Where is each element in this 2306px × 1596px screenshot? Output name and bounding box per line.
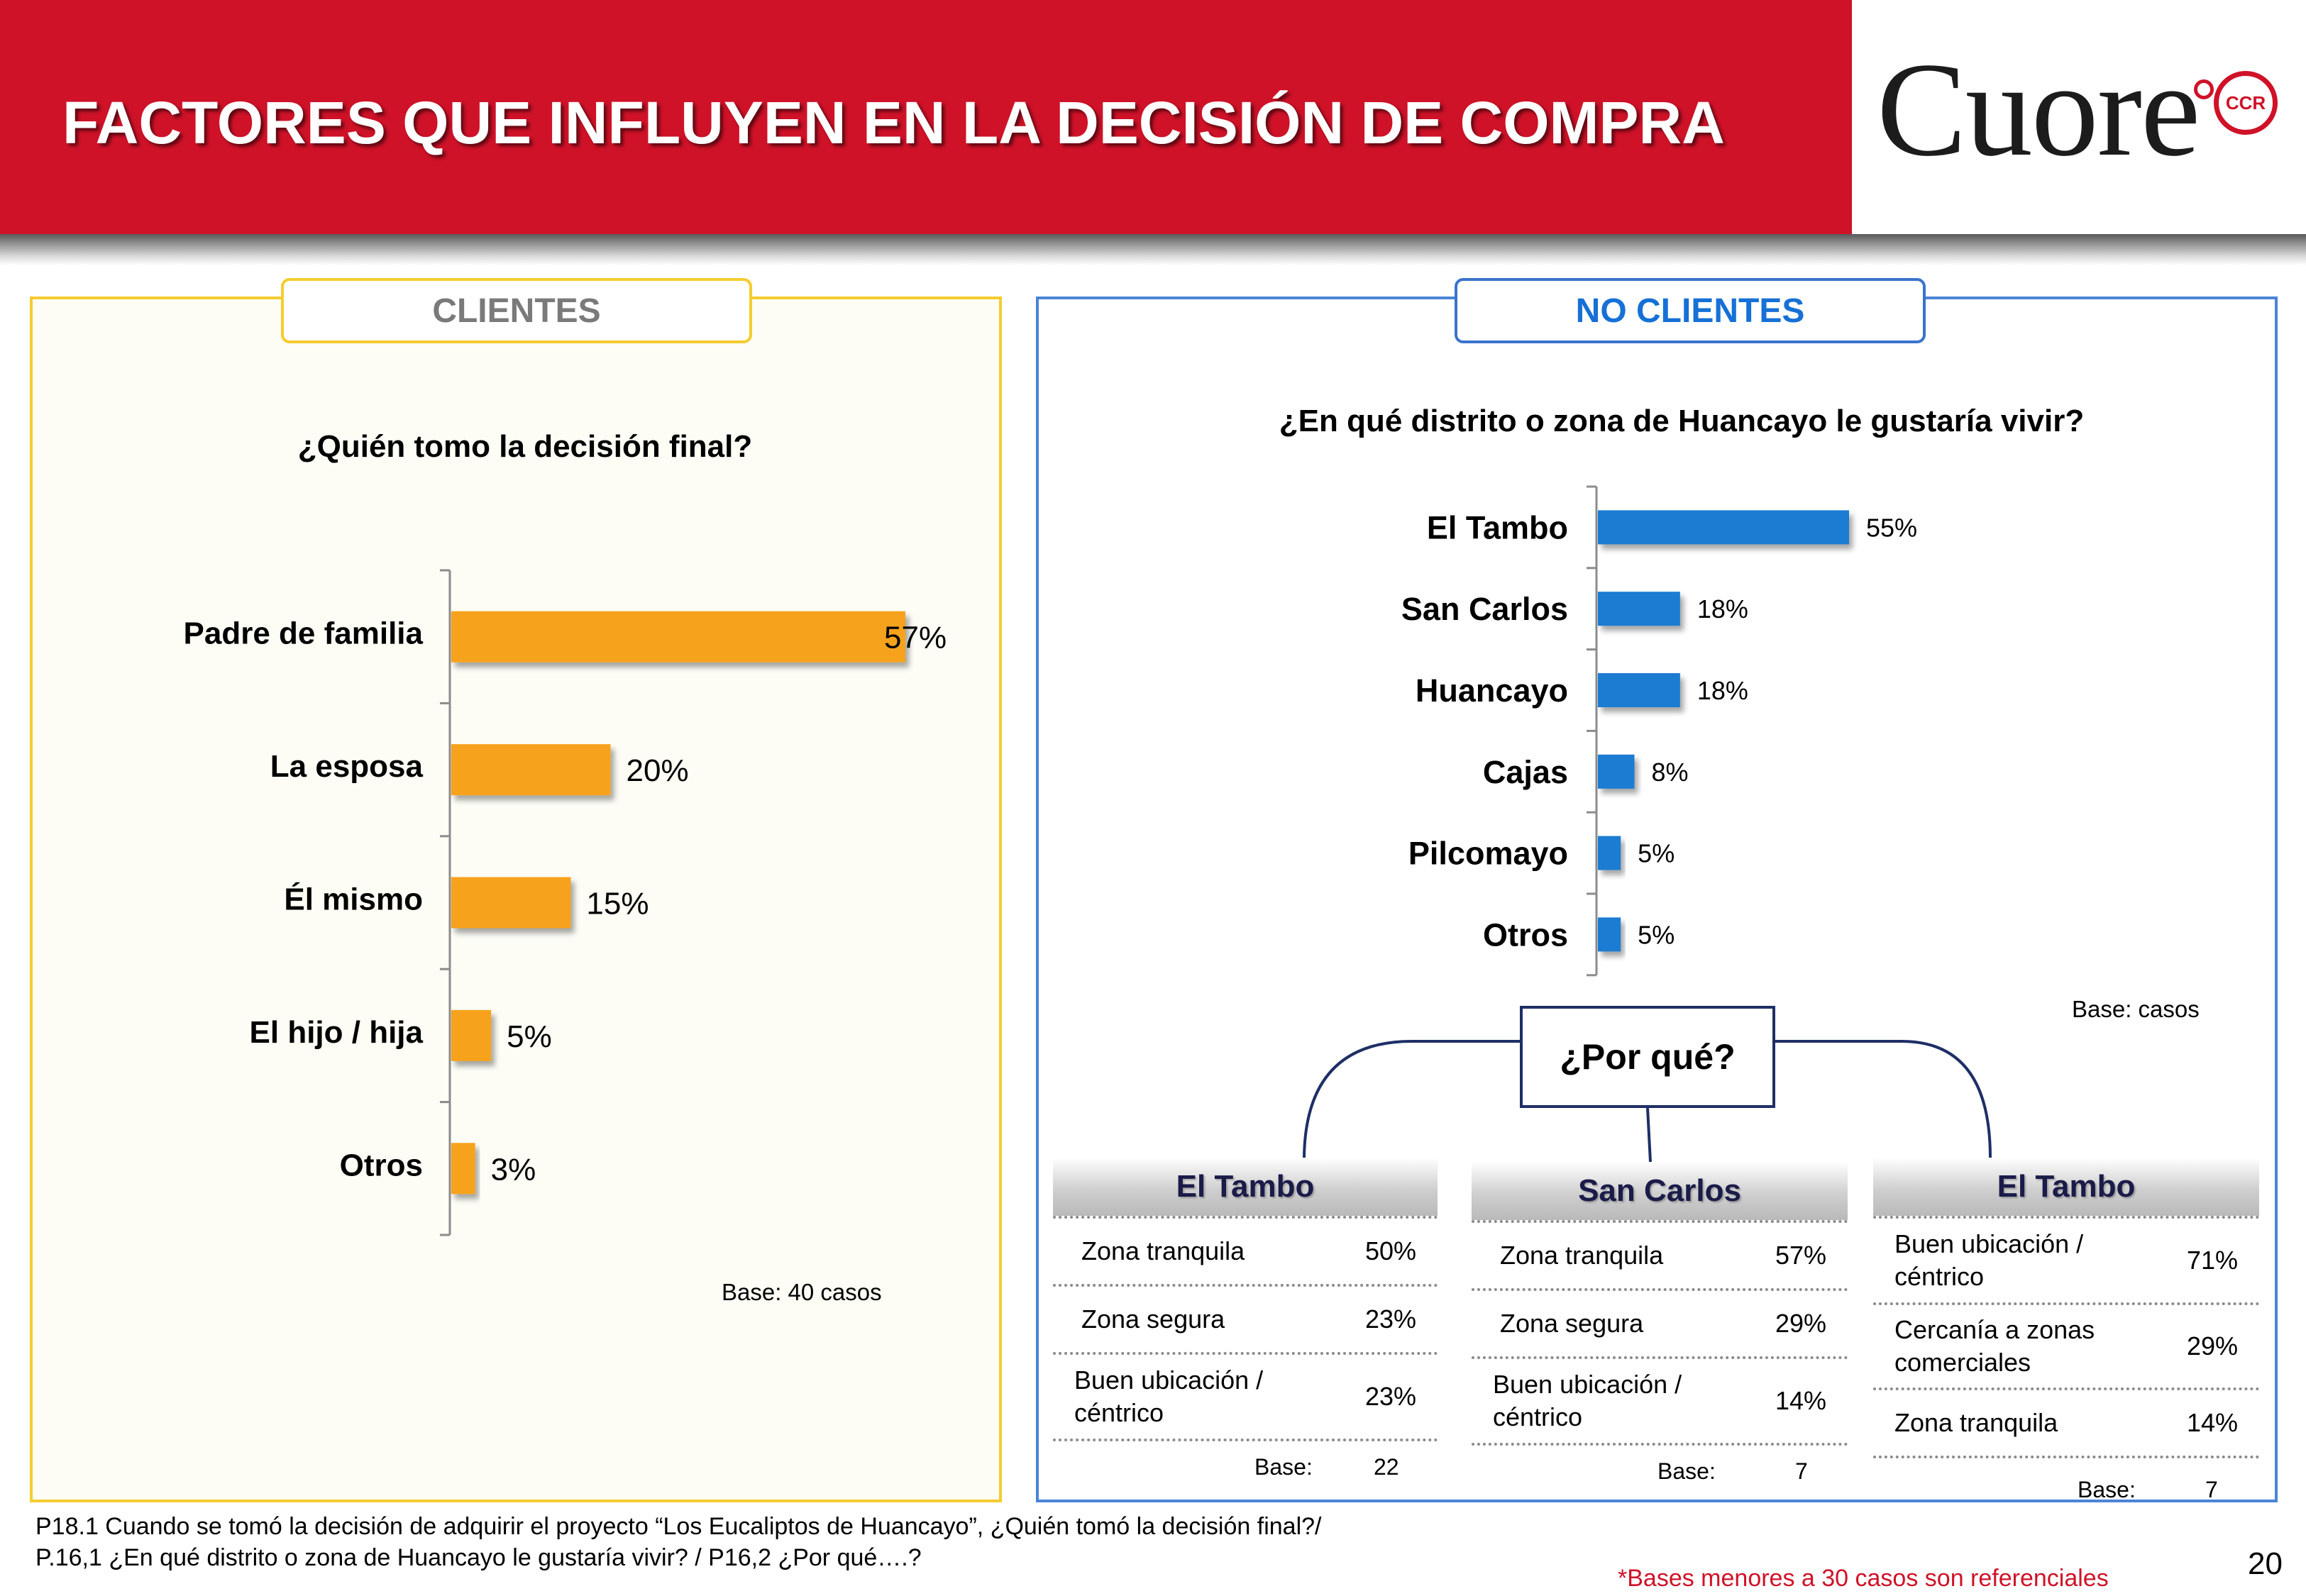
clientes-base-note: Base: 40 casos xyxy=(722,1279,882,1305)
row-value: 71% xyxy=(2186,1246,2238,1275)
bar-pilcomayo xyxy=(1598,836,1621,870)
category-label-el-hijo-hija: El hijo / hija xyxy=(250,1015,424,1050)
tab-clientes[interactable]: CLIENTES xyxy=(281,278,752,343)
logo-ring-icon xyxy=(2194,79,2214,99)
why-table-row: Zona tranquila 14% xyxy=(1873,1390,2259,1458)
why-table-row: Buen ubicación / céntrico 14% xyxy=(1472,1359,1848,1446)
why-table-row: Cercanía a zonas comerciales 29% xyxy=(1873,1305,2259,1390)
category-label-el-tambo: El Tambo xyxy=(1427,509,1568,545)
bar-cajas xyxy=(1598,754,1635,789)
clientes-panel xyxy=(30,297,1002,1502)
bar-el-hijo-hija xyxy=(451,1009,492,1061)
why-table-base-value: 22 xyxy=(1374,1454,1399,1480)
why-table-row: Buen ubicación / céntrico 23% xyxy=(1053,1355,1438,1441)
value-label-otros: 3% xyxy=(491,1152,536,1187)
logo-badge-icon: CCR xyxy=(2214,71,2278,135)
value-label-el-mismo: 15% xyxy=(586,887,649,921)
clientes-question: ¿Quién tomo la decisión final? xyxy=(297,429,753,464)
reference-note: *Bases menores a 30 casos son referencia… xyxy=(1618,1565,2109,1592)
row-label: Cercanía a zonas comerciales xyxy=(1894,1315,2095,1377)
why-table-base-value: 7 xyxy=(2205,1477,2218,1502)
why-table-base-value: 7 xyxy=(1795,1458,1808,1484)
row-label: Buen ubicación / céntrico xyxy=(1493,1370,1682,1431)
category-label-cajas: Cajas xyxy=(1483,754,1568,790)
page-title: FACTORES QUE INFLUYEN EN LA DECISIÓN DE … xyxy=(62,89,1725,156)
value-label-la-esposa: 20% xyxy=(627,753,689,788)
bar-otros xyxy=(1598,917,1621,952)
value-label-padre-de-familia: 57% xyxy=(884,621,947,655)
value-label-otros: 5% xyxy=(1638,920,1675,949)
bar-huancayo xyxy=(1598,673,1680,707)
row-value: 29% xyxy=(1775,1309,1826,1338)
why-table-row: Zona tranquila 50% xyxy=(1053,1219,1438,1287)
footnote: P18.1 Cuando se tomó la decisión de adqu… xyxy=(35,1511,1321,1573)
row-label: Zona tranquila xyxy=(1894,1408,2058,1437)
header-bar xyxy=(0,0,1852,234)
row-label: Zona tranquila xyxy=(1500,1241,1664,1270)
row-value: 50% xyxy=(1364,1236,1416,1265)
bar-el-mismo xyxy=(451,877,571,929)
no-clientes-question: ¿En qué distrito o zona de Huancayo le g… xyxy=(1279,404,2085,438)
value-label-el-tambo: 55% xyxy=(1866,513,1917,542)
value-label-san-carlos: 18% xyxy=(1697,594,1748,624)
category-label-san-carlos: San Carlos xyxy=(1401,591,1568,627)
row-label: Zona segura xyxy=(1500,1309,1644,1338)
row-value: 23% xyxy=(1364,1382,1416,1411)
footnote-line-1: P18.1 Cuando se tomó la decisión de adqu… xyxy=(35,1513,1322,1540)
no-clientes-panel xyxy=(1036,297,2278,1502)
category-label-la-esposa: La esposa xyxy=(270,749,424,784)
category-label-pilcomayo: Pilcomayo xyxy=(1408,836,1568,872)
header-shadow xyxy=(0,234,2306,265)
value-label-cajas: 8% xyxy=(1651,758,1688,787)
why-table-base-label: Base: xyxy=(1254,1454,1313,1480)
category-label-otros: Otros xyxy=(340,1148,423,1182)
row-label: Zona segura xyxy=(1081,1304,1225,1334)
category-label-el-mismo: Él mismo xyxy=(284,882,423,917)
connector-left xyxy=(1303,1040,1520,1158)
logo-wordmark: Cuore xyxy=(1877,35,2200,184)
bar-padre-de-familia xyxy=(451,611,905,663)
row-value: 29% xyxy=(2186,1331,2238,1361)
why-table-el-tambo-2: El Tambo Buen ubicación / céntrico 71% C… xyxy=(1873,1158,2259,1502)
tab-no-clientes[interactable]: NO CLIENTES xyxy=(1455,278,1926,343)
connector-middle xyxy=(1646,1107,1652,1163)
why-table-row: Zona tranquila 57% xyxy=(1472,1223,1848,1291)
row-value: 57% xyxy=(1775,1241,1826,1270)
bar-otros xyxy=(451,1143,475,1195)
value-label-pilcomayo: 5% xyxy=(1638,839,1675,868)
bar-la-esposa xyxy=(451,744,611,796)
why-table-title: El Tambo xyxy=(1053,1158,1438,1219)
category-label-huancayo: Huancayo xyxy=(1416,672,1568,709)
page-number: 20 xyxy=(2248,1546,2283,1581)
row-value: 14% xyxy=(2186,1408,2238,1437)
category-label-otros: Otros xyxy=(1483,916,1568,953)
row-label: Buen ubicación / céntrico xyxy=(1894,1229,2084,1291)
row-value: 14% xyxy=(1775,1386,1826,1415)
why-table-title: El Tambo xyxy=(1873,1158,2259,1219)
why-table-base-label: Base: xyxy=(2078,1477,2136,1502)
why-table-el-tambo: El Tambo Zona tranquila 50% Zona segura … xyxy=(1053,1158,1438,1480)
bar-el-tambo xyxy=(1598,510,1849,545)
bar-san-carlos xyxy=(1598,592,1680,626)
connector-right xyxy=(1775,1040,1992,1158)
row-label: Buen ubicación / céntrico xyxy=(1074,1365,1264,1427)
why-table-title: San Carlos xyxy=(1472,1162,1848,1223)
row-value: 23% xyxy=(1364,1304,1416,1334)
value-label-huancayo: 18% xyxy=(1697,676,1748,705)
row-label: Zona tranquila xyxy=(1081,1236,1245,1265)
why-table-row: Zona segura 29% xyxy=(1472,1291,1848,1359)
why-table-base-label: Base: xyxy=(1657,1458,1716,1484)
why-box: ¿Por qué? xyxy=(1520,1006,1775,1108)
why-table-row: Zona segura 23% xyxy=(1053,1287,1438,1355)
why-table-san-carlos: San Carlos Zona tranquila 57% Zona segur… xyxy=(1472,1162,1848,1484)
footnote-line-2: P.16,1 ¿En qué distrito o zona de Huanca… xyxy=(35,1544,922,1571)
category-label-padre-de-familia: Padre de familia xyxy=(184,616,424,651)
value-label-el-hijo-hija: 5% xyxy=(507,1019,552,1054)
no-clientes-base-note: Base: casos xyxy=(2072,996,2200,1022)
why-table-row: Buen ubicación / céntrico 71% xyxy=(1873,1219,2259,1305)
